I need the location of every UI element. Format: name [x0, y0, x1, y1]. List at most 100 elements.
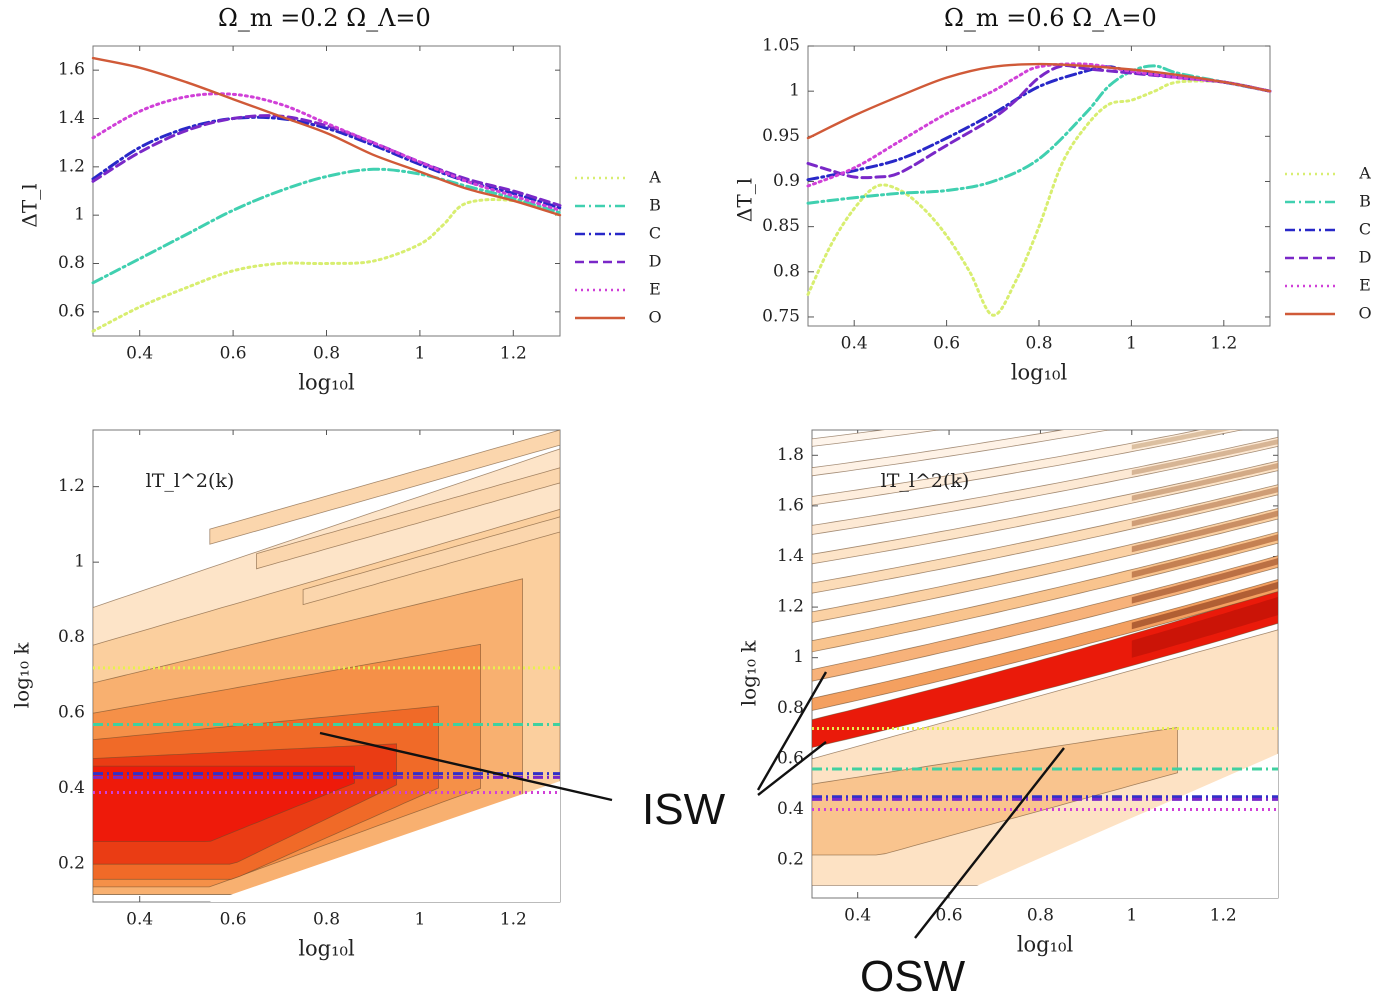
legend-label-1-D: D	[1359, 248, 1372, 267]
x-tick-label-3-2: 0.8	[1027, 906, 1054, 926]
y-tick-label-2-0: 0.2	[58, 854, 85, 874]
y-tick-label-1-2: 0.85	[762, 216, 800, 236]
series-line-0-A	[91, 198, 562, 333]
legend-label-1-B: B	[1359, 192, 1371, 211]
x-axis-label-1: log₁₀l	[1011, 361, 1068, 385]
contour-filament-2-0	[209, 430, 560, 545]
series-line-1-A	[806, 79, 1272, 317]
x-tick-label-0-0: 0.4	[126, 344, 153, 364]
x-axis-label-0: log₁₀l	[298, 371, 355, 395]
legend-label-1-E: E	[1359, 276, 1371, 295]
x-tick-label-1-2: 0.8	[1025, 334, 1052, 354]
y-tick-label-1-3: 0.9	[773, 171, 800, 191]
contour-annotation-2: lT_l^2(k)	[146, 470, 235, 492]
y-tick-label-0-3: 1.2	[58, 156, 85, 176]
y-tick-label-3-5: 1.2	[777, 597, 804, 617]
top-left-title: Ω_m =0.2 Ω_Λ=0	[218, 4, 431, 32]
x-tick-label-1-3: 1	[1126, 334, 1137, 354]
x-tick-label-2-0: 0.4	[126, 910, 153, 930]
legend-label-0-C: C	[649, 224, 661, 243]
legend-label-0-D: D	[649, 252, 662, 271]
x-tick-label-3-0: 0.4	[844, 906, 871, 926]
legend-label-0-B: B	[649, 196, 661, 215]
y-tick-label-3-3: 0.8	[777, 698, 804, 718]
x-tick-label-1-1: 0.6	[933, 334, 960, 354]
series-line-0-B	[91, 167, 562, 285]
bottom-right-contour: 0.4 0.6 0.8 1 1.20.20.40.60.811.21.41.61.8lo…	[737, 344, 1279, 957]
y-tick-label-1-4: 0.95	[762, 126, 800, 146]
contour-band-3-6	[812, 460, 1278, 565]
contour-band-tip-3-3	[1131, 534, 1278, 578]
x-axis-label-2: log₁₀l	[298, 937, 355, 961]
contour-annotation-3: lT_l^2(k)	[881, 470, 970, 492]
contour-band-tip-3-2	[1131, 558, 1278, 604]
y-tick-label-1-5: 1	[789, 81, 800, 101]
x-axis-label-3: log₁₀l	[1017, 933, 1074, 957]
annotation-pointer-3	[914, 747, 1065, 939]
contour-fills-3	[812, 344, 1278, 898]
y-axis-label-3: log₁₀ k	[737, 640, 761, 707]
annotation-arrows	[319, 671, 1065, 939]
top-left-plot: 0.4 0.6 0.8 1 1.2 0.6 0.8 1 1.2 1.4 1.6 log₁₀l ΔT_l A…	[18, 45, 662, 395]
legend-label-0-A: A	[648, 168, 661, 187]
contour-band-tip-3-0	[1131, 596, 1278, 658]
y-tick-label-0-1: 0.8	[58, 253, 85, 273]
contour-band-3-5	[812, 484, 1278, 594]
y-tick-label-3-7: 1.6	[777, 495, 804, 515]
y-tick-label-1-6: 1.05	[762, 36, 800, 56]
isw-label: ISW	[642, 785, 726, 834]
contour-band-tip-3-9	[1132, 392, 1278, 424]
y-tick-label-3-8: 1.8	[777, 445, 804, 465]
y-tick-label-3-4: 1	[793, 647, 804, 667]
contour-band-3-3	[812, 531, 1278, 653]
annotation-pointer-1	[756, 671, 828, 791]
x-tick-label-0-4: 1.2	[500, 344, 527, 364]
series-line-0-O	[91, 56, 562, 217]
series-line-1-O	[806, 62, 1272, 140]
legend-label-1-O: O	[1358, 304, 1371, 323]
x-tick-label-1-4: 1.2	[1210, 334, 1237, 354]
y-tick-label-1-1: 0.8	[773, 261, 800, 281]
contour-band-tip-3-11	[1132, 344, 1278, 373]
x-tick-label-3-3: 1	[1126, 906, 1137, 926]
contour-fills-2	[93, 430, 560, 902]
series-line-1-B	[806, 64, 1272, 205]
contour-blank-2	[209, 781, 560, 902]
series-line-0-E	[91, 92, 562, 212]
series-line-1-E	[806, 62, 1272, 188]
x-tick-label-3-4: 1.2	[1210, 906, 1237, 926]
x-tick-label-0-2: 0.8	[313, 344, 340, 364]
contour-band-3-2	[812, 555, 1278, 682]
y-tick-label-2-1: 0.4	[58, 778, 85, 798]
contour-band-3-low	[812, 727, 1178, 856]
top-right-title: Ω_m =0.6 Ω_Λ=0	[944, 4, 1157, 32]
y-axis-label-2: log₁₀ k	[10, 642, 34, 709]
y-tick-label-3-6: 1.4	[777, 546, 804, 566]
contour-band-tip-3-7	[1131, 439, 1278, 476]
x-tick-label-2-2: 0.8	[313, 910, 340, 930]
contour-band-tip-3-4	[1131, 510, 1278, 553]
y-tick-label-2-5: 1.2	[58, 476, 85, 496]
y-tick-label-1-0: 0.75	[762, 306, 800, 326]
contour-band-3-0	[812, 589, 1278, 748]
y-tick-label-2-4: 1	[74, 552, 85, 572]
contour-band-2-6	[93, 765, 355, 842]
contour-band-tip-3-8	[1131, 430, 1231, 450]
contour-band-tip-3-10	[1132, 368, 1278, 398]
legend-label-0-E: E	[649, 280, 661, 299]
contour-band-tip-3-1	[1131, 581, 1278, 630]
osw-label: OSW	[860, 952, 966, 1001]
y-axis-label-1: ΔT_l	[733, 178, 757, 222]
contour-band-tip-3-5	[1131, 486, 1278, 527]
y-tick-label-2-2: 0.6	[58, 703, 85, 723]
annotation-pointer-0	[319, 731, 613, 802]
contour-band-3-10	[812, 430, 941, 447]
annotation-pointer-2	[757, 741, 827, 796]
contour-filament-2-1	[256, 467, 560, 570]
top-right-plot: 0.4 0.6 0.8 1 1.2 0.75 0.8 0.85 0.9 0.95 1 1.05 log₁…	[733, 36, 1372, 385]
y-tick-label-0-5: 1.6	[58, 60, 85, 80]
x-tick-label-3-1: 0.6	[936, 906, 963, 926]
y-tick-label-2-3: 0.8	[58, 627, 85, 647]
y-tick-label-3-0: 0.2	[777, 850, 804, 870]
